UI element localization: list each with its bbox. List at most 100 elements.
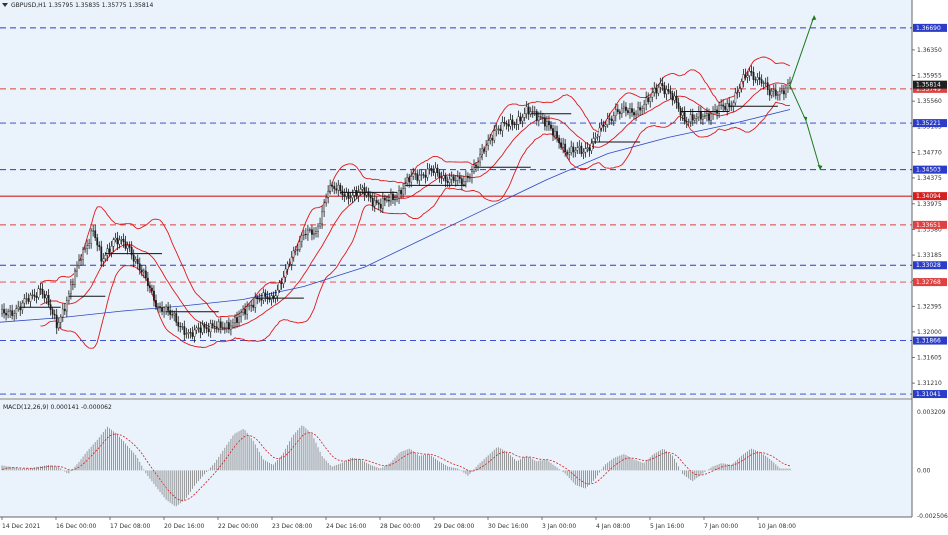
projection-down-line-2 [805, 121, 821, 170]
candle-body [726, 103, 729, 110]
candle-body [511, 119, 514, 125]
candle-body [487, 140, 490, 146]
candle-body [357, 191, 360, 197]
candle-body [215, 326, 218, 329]
candle-body [185, 333, 188, 335]
candle-body [681, 112, 684, 116]
candle-body [80, 259, 82, 261]
candle-body [252, 304, 255, 308]
candle-body [284, 268, 287, 278]
candle-body [347, 191, 350, 199]
candle-body [254, 297, 257, 308]
macd-axis: 0.003209 0.00 -0.002506 [917, 409, 948, 520]
candle-body [501, 122, 504, 132]
candle-body [426, 168, 429, 178]
candle-body [240, 312, 242, 317]
candle-body [365, 192, 368, 196]
candle-body [576, 147, 579, 151]
candle-body [663, 85, 666, 95]
candle-body [614, 109, 617, 117]
collapse-triangle-icon[interactable] [2, 3, 8, 7]
candle-body [213, 326, 216, 328]
candle-body [635, 113, 637, 116]
arrow-mid-icon [803, 116, 808, 122]
sma-line [0, 109, 791, 323]
candle-body [543, 117, 546, 127]
candle-body [104, 255, 107, 259]
time-axis-area [0, 517, 912, 535]
level-tag-label: 1.35749 [916, 86, 941, 93]
candle-body [629, 108, 631, 113]
candle-body [27, 298, 30, 302]
level-tag [913, 165, 947, 174]
candle-body [519, 116, 522, 122]
time-tick-label: 4 Jan 08:00 [596, 523, 630, 530]
level-tag [913, 192, 947, 201]
candle-body [558, 137, 560, 143]
candle-body [436, 167, 439, 174]
candle-body [438, 172, 441, 178]
candle-body [298, 241, 301, 250]
candle-body [718, 105, 721, 114]
candle-body [408, 177, 411, 183]
level-tag [913, 261, 947, 270]
candle-body [564, 143, 567, 153]
candle-body [598, 127, 601, 137]
candle-body [43, 293, 46, 299]
candle-body [400, 190, 402, 195]
level-tag-label: 1.32768 [916, 279, 941, 286]
bollinger-upper [40, 56, 791, 318]
candle-body [47, 294, 50, 305]
candle-body [311, 229, 313, 235]
candle-body [661, 83, 664, 86]
candle-body [306, 229, 309, 236]
candle-body [207, 328, 210, 333]
moving-average [0, 109, 791, 323]
candle-body [331, 185, 334, 187]
candle-body [780, 90, 783, 92]
candle-body [242, 309, 244, 313]
candle-body [76, 265, 78, 272]
candle-body [333, 186, 336, 189]
candle-body [321, 211, 323, 224]
candle-body [244, 309, 247, 315]
candle-body [355, 190, 358, 197]
candle-body [161, 307, 163, 312]
candle-body [446, 180, 449, 183]
candle-body [452, 176, 455, 181]
candle-body [234, 317, 236, 324]
macd-plot-background [0, 400, 912, 517]
time-tick-label: 20 Dec 16:00 [164, 523, 205, 530]
candle-body [631, 108, 633, 113]
candle-body [479, 153, 481, 163]
candle-body [153, 290, 155, 301]
candle-body [503, 122, 506, 124]
time-tick-label: 7 Jan 00:00 [704, 523, 738, 530]
candle-body [343, 194, 346, 197]
candle-body [325, 197, 328, 204]
candle-body [211, 323, 214, 327]
candle-body [146, 277, 149, 286]
level-tag [913, 336, 947, 345]
candle-body [675, 95, 678, 103]
candle-body [787, 83, 789, 89]
time-tick-label: 28 Dec 00:00 [380, 523, 421, 530]
candle-body [600, 124, 603, 129]
candle-body [181, 326, 184, 328]
candle-body [270, 295, 273, 300]
price-tick-label: 1.33580 [917, 226, 942, 233]
macd-signal-line [1, 432, 791, 501]
candle-body [633, 112, 635, 116]
candle-body [221, 327, 224, 329]
candle-body [327, 190, 330, 198]
candle-body [84, 248, 86, 250]
candle-body [483, 148, 486, 152]
candle-body [377, 202, 380, 205]
candle-body [704, 115, 706, 117]
time-tick-label: 22 Dec 00:00 [218, 523, 259, 530]
candle-body [434, 167, 437, 173]
candle-body [473, 164, 475, 172]
candle-body [102, 258, 105, 262]
level-tag [913, 390, 947, 399]
